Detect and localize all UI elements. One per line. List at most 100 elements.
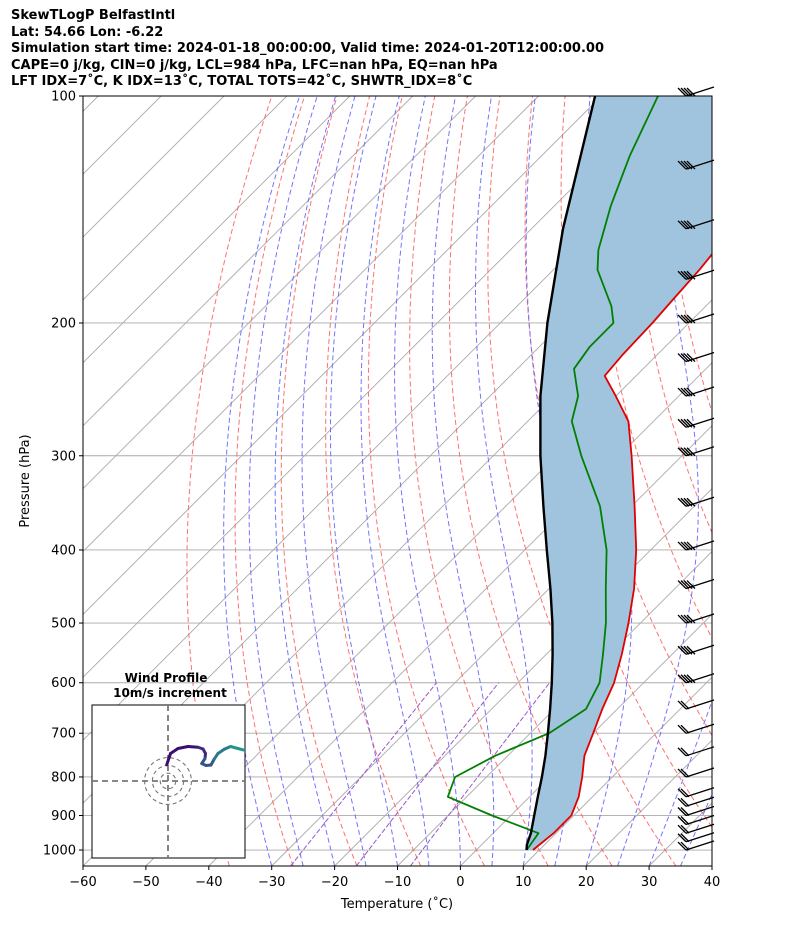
isotherm-line bbox=[522, 676, 712, 866]
barb-flag bbox=[683, 353, 693, 363]
y-tick-label: 400 bbox=[51, 543, 76, 558]
wind-barb bbox=[677, 159, 715, 170]
isotherm-line bbox=[83, 96, 351, 364]
barb-flag bbox=[680, 797, 690, 807]
stability-indices-2: LFT IDX=7˚C, K IDX=13˚C, TOTAL TOTS=42˚C… bbox=[11, 74, 473, 89]
barb-flag bbox=[680, 807, 690, 816]
barb-flag bbox=[677, 387, 687, 397]
wind-barb bbox=[677, 673, 715, 684]
wind-barb bbox=[677, 723, 715, 734]
moist-adiabat bbox=[248, 96, 318, 866]
barb-flag bbox=[677, 824, 687, 834]
moist-adiabat bbox=[301, 96, 367, 866]
barb-flag bbox=[686, 387, 696, 397]
x-tick-label: −40 bbox=[195, 875, 222, 890]
barb-staff bbox=[685, 746, 715, 757]
barb-flag bbox=[680, 788, 690, 798]
y-tick-label: 700 bbox=[51, 727, 76, 742]
y-tick-label: 600 bbox=[51, 676, 76, 691]
wind-barb bbox=[677, 540, 715, 551]
barb-flag bbox=[680, 824, 690, 834]
barb-flag bbox=[683, 497, 693, 507]
barb-staff bbox=[685, 805, 715, 817]
moist-adiabat bbox=[617, 96, 699, 866]
barb-flag bbox=[683, 447, 693, 457]
barb-flag bbox=[680, 645, 690, 655]
x-tick-label: 40 bbox=[704, 875, 721, 890]
barb-flag bbox=[677, 768, 687, 778]
wind-barb bbox=[677, 219, 715, 230]
barb-flag bbox=[677, 700, 687, 710]
barb-flag bbox=[680, 220, 690, 230]
barb-flag bbox=[677, 797, 687, 807]
barb-flag bbox=[677, 270, 687, 280]
dry-adiabat bbox=[409, 96, 549, 866]
wind-barb bbox=[677, 351, 715, 363]
isotherm-line bbox=[775, 96, 794, 866]
barb-flag bbox=[677, 674, 687, 684]
x-tick-label: 10 bbox=[515, 875, 532, 890]
x-tick-label: −20 bbox=[321, 875, 348, 890]
barb-flag bbox=[677, 497, 687, 507]
dry-adiabat bbox=[325, 96, 422, 866]
isotherm-line bbox=[83, 96, 414, 427]
wind-barbs bbox=[677, 86, 715, 851]
barb-flag bbox=[677, 841, 687, 851]
barb-flag bbox=[677, 220, 687, 230]
isotherm-line bbox=[397, 550, 712, 866]
barb-flag bbox=[683, 220, 693, 230]
moist-adiabat bbox=[680, 793, 712, 866]
y-tick-label: 1000 bbox=[43, 844, 76, 859]
mixing-ratio-line bbox=[355, 682, 499, 866]
x-tick-label: 0 bbox=[456, 875, 464, 890]
y-tick-label: 500 bbox=[51, 617, 76, 632]
barb-flag bbox=[677, 314, 687, 324]
barb-flag bbox=[680, 724, 690, 734]
inset-title: Wind Profile bbox=[125, 671, 208, 685]
x-tick-label: −50 bbox=[132, 875, 159, 890]
isotherm-line bbox=[83, 96, 602, 616]
parcel-line bbox=[525, 96, 597, 851]
barb-flag bbox=[677, 353, 687, 363]
mixing-ratio-line bbox=[290, 682, 437, 866]
barb-flag bbox=[677, 833, 687, 843]
dry-adiabat bbox=[367, 96, 485, 866]
moist-adiabat bbox=[330, 96, 398, 866]
dry-adiabat bbox=[487, 96, 677, 866]
barb-flag bbox=[683, 614, 693, 624]
moist-adiabat bbox=[475, 96, 533, 866]
barb-flag bbox=[680, 314, 690, 324]
wind-barb bbox=[677, 699, 715, 710]
barb-flag bbox=[680, 87, 690, 97]
y-tick-label: 800 bbox=[51, 770, 76, 785]
barb-flag bbox=[680, 418, 690, 428]
barb-staff bbox=[685, 832, 715, 843]
isotherm-line bbox=[83, 96, 539, 553]
barb-flag bbox=[680, 447, 690, 457]
barb-flag bbox=[677, 541, 687, 551]
wind-barb bbox=[677, 417, 715, 428]
x-tick-label: −60 bbox=[69, 875, 96, 890]
barb-flag bbox=[686, 87, 696, 97]
isotherm-line bbox=[334, 487, 712, 866]
y-tick-label: 300 bbox=[51, 449, 76, 464]
moist-adiabat bbox=[360, 96, 430, 866]
cin-shading bbox=[526, 96, 712, 850]
isotherm-line bbox=[145, 299, 712, 866]
barb-flag bbox=[677, 724, 687, 734]
mixing-ratio-line bbox=[409, 682, 550, 866]
wind-barb bbox=[677, 805, 715, 817]
isotherm-line bbox=[711, 865, 712, 866]
wind-barb bbox=[677, 313, 715, 324]
barb-flag bbox=[686, 645, 696, 655]
wind-barb bbox=[677, 386, 715, 397]
wind-barb bbox=[677, 767, 715, 778]
barb-flag bbox=[680, 541, 690, 551]
station-location: Lat: 54.66 Lon: -6.22 bbox=[11, 24, 164, 40]
profile-lines bbox=[446, 96, 712, 851]
wind-barb bbox=[677, 644, 715, 655]
barb-flag bbox=[683, 645, 693, 655]
hodograph-segment bbox=[186, 745, 200, 749]
hodograph-segment bbox=[169, 747, 180, 755]
barb-flag bbox=[680, 747, 690, 757]
